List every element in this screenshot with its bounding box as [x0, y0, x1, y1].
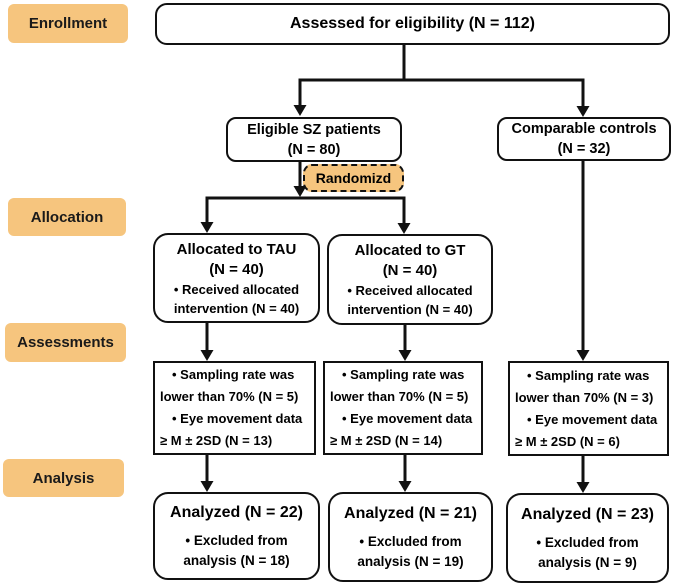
arrowhead-to-gt	[397, 223, 411, 234]
stage-label-analysis: Analysis	[3, 459, 124, 497]
assess-controls-line2: lower than 70% (N = 3)	[515, 389, 654, 405]
analyzed-gt-bullet1: • Excluded from	[359, 533, 462, 549]
analyzed-tau-bullet1: • Excluded from	[185, 532, 288, 548]
eligible-line2: (N = 80)	[287, 141, 341, 158]
arrowhead-assess2-to-analyzed	[398, 481, 412, 492]
assess-tau-line3: • Eye movement data	[172, 411, 303, 426]
analyzed-controls-bullet1: • Excluded from	[536, 534, 639, 550]
assess-controls-line3: • Eye movement data	[527, 411, 658, 427]
stage-label-assessments: Assessments	[5, 323, 126, 362]
box-assess-controls: • Sampling rate was lower than 70% (N = …	[508, 361, 669, 456]
gt-bullet2: intervention (N = 40)	[347, 302, 473, 317]
stage-label-allocation: Allocation	[8, 198, 126, 236]
analyzed-gt-bullet2: analysis (N = 19)	[357, 553, 464, 569]
box-allocated-tau: Allocated to TAU (N = 40) • Received all…	[153, 233, 320, 323]
randomized-badge: Randomizd	[303, 164, 404, 192]
box-assessed-eligibility: Assessed for eligibility (N = 112)	[155, 3, 670, 45]
box-analyzed-tau: Analyzed (N = 22) • Excluded from analys…	[153, 492, 320, 580]
controls-line1: Comparable controls	[511, 121, 657, 137]
eligible-line1: Eligible SZ patients	[247, 121, 381, 138]
box-assess-gt: • Sampling rate was lower than 70% (N = …	[323, 361, 483, 455]
gt-title: Allocated to GT	[354, 242, 466, 259]
arrowhead-eligible-down	[293, 186, 307, 197]
arrowhead-to-eligible	[293, 105, 307, 116]
arrowhead-controls-to-assess	[576, 350, 590, 361]
analyzed-gt-title: Analyzed (N = 21)	[344, 504, 477, 522]
analyzed-tau-bullet2: analysis (N = 18)	[183, 552, 290, 568]
box-assess-tau: • Sampling rate was lower than 70% (N = …	[153, 361, 316, 455]
assess-tau-line4: ≥ M ± 2SD (N = 13)	[160, 433, 273, 448]
assess-controls-line4: ≥ M ± 2SD (N = 6)	[515, 433, 620, 449]
assess-controls-line1: • Sampling rate was	[527, 367, 650, 383]
tau-n: (N = 40)	[209, 260, 264, 278]
arrowhead-gt-to-assess	[398, 350, 412, 361]
assess-gt-line2: lower than 70% (N = 5)	[330, 389, 469, 404]
gt-n: (N = 40)	[382, 262, 438, 279]
assessed-text: Assessed for eligibility (N = 112)	[290, 15, 535, 32]
box-analyzed-controls: Analyzed (N = 23) • Excluded from analys…	[506, 493, 669, 583]
box-allocated-gt: Allocated to GT (N = 40) • Received allo…	[327, 234, 493, 325]
arrowhead-tau-to-assess	[200, 350, 214, 361]
assess-tau-line2: lower than 70% (N = 5)	[160, 389, 299, 404]
analyzed-tau-title: Analyzed (N = 22)	[170, 503, 303, 521]
box-eligible-sz-patients: Eligible SZ patients (N = 80)	[226, 117, 402, 162]
arrowhead-to-controls	[576, 106, 590, 117]
stage-label-enrollment: Enrollment	[8, 4, 128, 43]
assess-gt-line4: ≥ M ± 2SD (N = 14)	[330, 433, 443, 448]
box-analyzed-gt: Analyzed (N = 21) • Excluded from analys…	[328, 492, 493, 582]
assess-gt-line1: • Sampling rate was	[342, 367, 465, 382]
tau-title: Allocated to TAU	[176, 240, 297, 258]
assess-tau-line1: • Sampling rate was	[172, 367, 295, 382]
box-comparable-controls: Comparable controls (N = 32)	[497, 117, 671, 161]
arrowhead-to-tau	[200, 222, 214, 233]
assess-gt-line3: • Eye movement data	[342, 411, 473, 426]
arrowhead-assess3-to-analyzed	[576, 482, 590, 493]
tau-bullet1: • Received allocated	[173, 281, 300, 297]
arrowhead-assess1-to-analyzed	[200, 481, 214, 492]
tau-bullet2: intervention (N = 40)	[173, 300, 300, 316]
gt-bullet1: • Received allocated	[347, 283, 473, 298]
analyzed-controls-bullet2: analysis (N = 9)	[538, 554, 637, 570]
analyzed-controls-title: Analyzed (N = 23)	[521, 505, 654, 523]
controls-line2: (N = 32)	[557, 141, 611, 157]
